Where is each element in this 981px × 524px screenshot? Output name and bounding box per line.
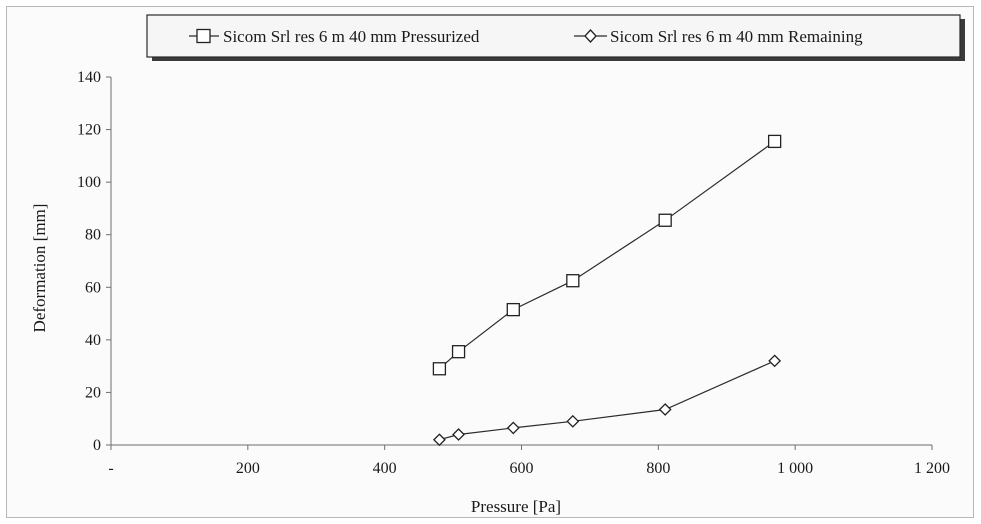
data-point-square <box>658 213 672 227</box>
legend-label-remaining: Sicom Srl res 6 m 40 mm Remaining <box>610 27 863 46</box>
x-tick-label: 1 200 <box>914 460 950 477</box>
data-point-square <box>566 274 580 288</box>
data-point-square <box>767 134 782 149</box>
plot-series <box>432 134 782 447</box>
y-axis-ticks: 0 20 40 60 80 100 120 140 <box>77 69 111 454</box>
y-tick-label: 120 <box>77 122 101 139</box>
data-point-square <box>451 345 466 359</box>
x-tick-label: 600 <box>510 460 534 477</box>
legend-label-pressurized: Sicom Srl res 6 m 40 mm Pressurized <box>223 27 480 46</box>
y-tick-label: 40 <box>85 332 101 349</box>
data-point-square <box>506 302 520 317</box>
data-point-diamond <box>432 433 446 447</box>
data-point-diamond <box>658 403 672 416</box>
x-tick-label: 800 <box>646 460 670 477</box>
y-tick-label: 60 <box>85 279 101 296</box>
y-tick-label: 140 <box>77 69 101 86</box>
x-tick-label: 200 <box>236 460 260 477</box>
x-tick-label: - <box>108 460 113 477</box>
x-axis-ticks: - 200 400 600 800 1 000 1 200 <box>108 445 950 477</box>
x-axis-title: Pressure [Pa] <box>471 497 561 516</box>
data-point-diamond <box>452 428 465 441</box>
legend-diamond-marker <box>584 29 597 43</box>
chart-frame: Sicom Srl res 6 m 40 mm Pressurized Sico… <box>6 6 974 518</box>
y-axis-title: Deformation [mm] <box>30 204 49 333</box>
y-tick-label: 0 <box>93 437 101 454</box>
data-point-diamond <box>768 354 782 368</box>
series-line-remaining <box>439 360 775 441</box>
chart: Sicom Srl res 6 m 40 mm Pressurized Sico… <box>30 14 965 516</box>
legend-box <box>146 14 961 58</box>
y-tick-label: 20 <box>85 384 101 401</box>
y-tick-label: 100 <box>77 174 101 191</box>
legend: Sicom Srl res 6 m 40 mm Pressurized Sico… <box>146 14 965 61</box>
series-line-pressurized <box>439 140 775 370</box>
legend-item-pressurized: Sicom Srl res 6 m 40 mm Pressurized <box>189 27 480 46</box>
x-tick-label: 1 000 <box>777 460 813 477</box>
y-tick-label: 80 <box>85 227 101 244</box>
legend-square-marker <box>196 28 211 44</box>
x-tick-label: 400 <box>373 460 397 477</box>
legend-item-remaining: Sicom Srl res 6 m 40 mm Remaining <box>574 27 863 46</box>
data-point-diamond <box>506 421 520 435</box>
data-point-diamond <box>566 414 580 428</box>
data-point-square <box>432 362 447 376</box>
